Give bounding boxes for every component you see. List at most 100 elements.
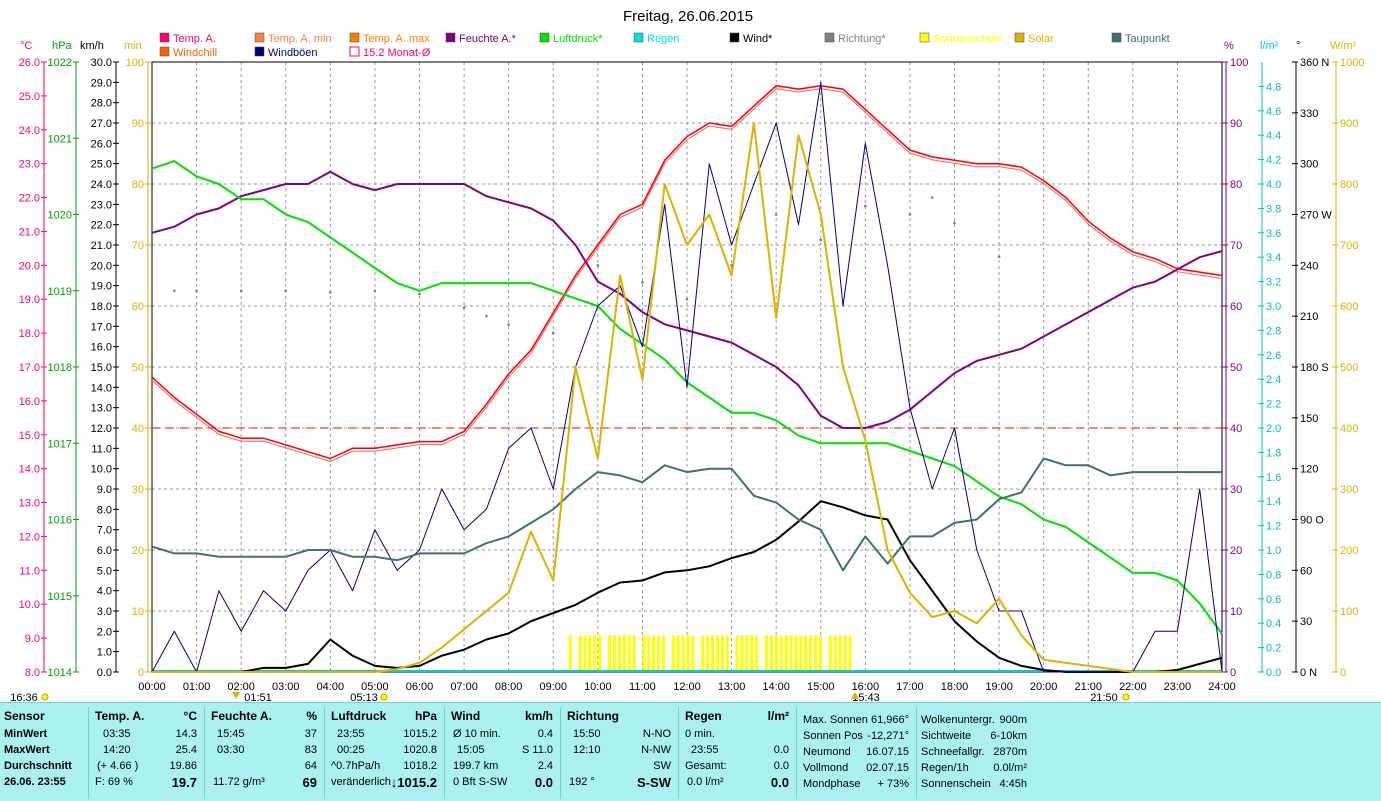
kmh-tick-label: 1.0 (97, 647, 112, 659)
lm2-tick-label: 1.8 (1266, 447, 1281, 459)
sonnenschein-bar (598, 635, 602, 672)
wm2-tick-label: 200 (1340, 545, 1358, 557)
regen-amount: 0.0 l/m² (687, 776, 724, 788)
wind-unit: km/h (524, 709, 553, 723)
sonnenschein-bar (608, 635, 612, 672)
x-tick-label: 21:00 (1074, 681, 1102, 693)
legend-swatch (349, 32, 360, 43)
hpa-tick-label: 1018 (48, 362, 72, 374)
regen-total-value: 0.0 (773, 760, 789, 772)
sonne-column: Max. Sonnen 61,966° Sonnen Pos -12,271° Ne… (796, 707, 915, 799)
wind-day-avg: 2.4 (537, 760, 553, 772)
richtung-point (551, 331, 555, 335)
noon-arrow-icon (851, 692, 859, 699)
sonnenschein-bar (779, 635, 783, 672)
sonnenschein-bar (632, 635, 636, 672)
legend-label: Windböen (268, 47, 318, 59)
richtung-current-value: S-SW (637, 775, 671, 790)
min-tick-label: 20 (132, 545, 144, 557)
kmh-tick-label: 15.0 (91, 362, 112, 374)
temp-feel: F: 69 % (95, 776, 133, 788)
hpa-tick-label: 1014 (48, 667, 72, 679)
durchschnitt-label: Durchschnitt (4, 760, 72, 772)
legend-item-10: Taupunkt (1111, 32, 1170, 45)
richtung-point (864, 204, 867, 208)
richtung-point (462, 306, 466, 309)
taupunkt-line (151, 457, 1222, 572)
x-tick-label: 00:00 (138, 681, 166, 693)
kmh-tick-label: 10.0 (91, 464, 112, 476)
wind-header: Wind (451, 709, 481, 723)
legend-swatch (254, 32, 265, 43)
regen-max-value: 0.0 (773, 744, 789, 756)
legend-label: Regen (647, 33, 679, 45)
sonnenschein-bar (735, 635, 739, 672)
kmh-tick-label: 20.0 (91, 260, 112, 272)
kmh-tick-label: 21.0 (91, 240, 112, 252)
sonnenschein-bar (652, 635, 656, 672)
kmh-tick-label: 9.0 (97, 484, 112, 496)
axis-unit-hpa: hPa (52, 40, 72, 52)
kmh-tick-label: 4.0 (97, 586, 112, 598)
feuchte-min-value: 37 (304, 728, 317, 740)
richtung-point (730, 264, 733, 267)
richtung-point (596, 264, 600, 267)
kmh-tick-label: 12.0 (91, 423, 112, 435)
series-wind (152, 500, 1223, 673)
x-tick-label: 06:00 (406, 681, 434, 693)
mondphase-label: Mondphase (803, 778, 861, 790)
sonnenschein-bar (701, 635, 705, 672)
richtung-point (774, 213, 778, 216)
sonnenschein-bar (740, 635, 744, 672)
feuchte-max-value: 83 (304, 744, 317, 756)
pct-tick-label: 80 (1230, 179, 1242, 191)
sonnenschein-bar (681, 635, 685, 672)
feuchte-a-line (151, 170, 1223, 429)
sonnenschein-bar (848, 635, 852, 672)
maxwert-label: MaxWert (4, 744, 50, 756)
sonnenschein-bar (583, 635, 587, 672)
sonnenschein-bar (814, 635, 818, 672)
legend-swatch (159, 46, 170, 57)
pct-tick-label: 40 (1230, 423, 1242, 435)
weather-chart: Freitag, 26.06.2015 Temp. A. Temp. A. min… (10, 8, 1365, 702)
lm2-tick-label: 0.6 (1266, 594, 1281, 606)
sonnenschein-bar (588, 635, 592, 672)
wind-distance: 199.7 km (453, 760, 499, 772)
legend-item-5: Regen (633, 32, 679, 45)
legend-label: Wind* (743, 33, 773, 45)
min-tick-label: 100 (126, 57, 144, 69)
minwert-label: MinWert (4, 728, 48, 740)
richtung-point (373, 289, 377, 293)
wolken-value: 900m (999, 714, 1027, 726)
sonne-max-value: 61,966° (870, 714, 909, 726)
legend-swatch (1111, 32, 1122, 43)
feuchte-column: Feuchte A.% 15:45 37 03:30 83 64 11.72 g/m… (204, 707, 323, 799)
plot-area (151, 81, 1223, 673)
x-tick-label: 05:00 (361, 681, 389, 693)
windchill-line (151, 88, 1223, 463)
lm2-tick-label: 2.8 (1266, 325, 1281, 337)
richtung-column: Richtung 15:50 N-NO 12:10 N-NW SW 192 ° S-S… (560, 707, 677, 799)
regen-1h-value: 0.0l/m² (993, 762, 1027, 774)
x-tick-label: 19:00 (985, 681, 1013, 693)
richtung-avg-value: SW (653, 760, 671, 772)
luftdruck-avg-value: 1018.2 (403, 760, 437, 772)
temp-tick-label: 13.0 (19, 498, 40, 510)
legend-label: Taupunkt (1125, 33, 1170, 45)
deg-tick-label: 90 O (1300, 515, 1324, 527)
richtung-degrees: 192 ° (569, 776, 595, 788)
temp-current-value: 19.7 (171, 775, 197, 790)
lm2-tick-label: 2.2 (1266, 399, 1281, 411)
sonnenschein-bar (568, 635, 572, 672)
legend-swatch (349, 46, 360, 57)
lm2-tick-label: 3.0 (1266, 301, 1281, 313)
series-temp-a (151, 84, 1223, 463)
richtung-point (284, 289, 288, 293)
sun-noon-label: 15:43 (852, 692, 880, 702)
x-tick-label: 13:00 (718, 681, 746, 693)
pct-tick-label: 0 (1230, 667, 1236, 679)
series-richtung (172, 196, 1001, 335)
series-solar (152, 122, 1222, 673)
lm2-tick-label: 1.0 (1266, 545, 1281, 557)
